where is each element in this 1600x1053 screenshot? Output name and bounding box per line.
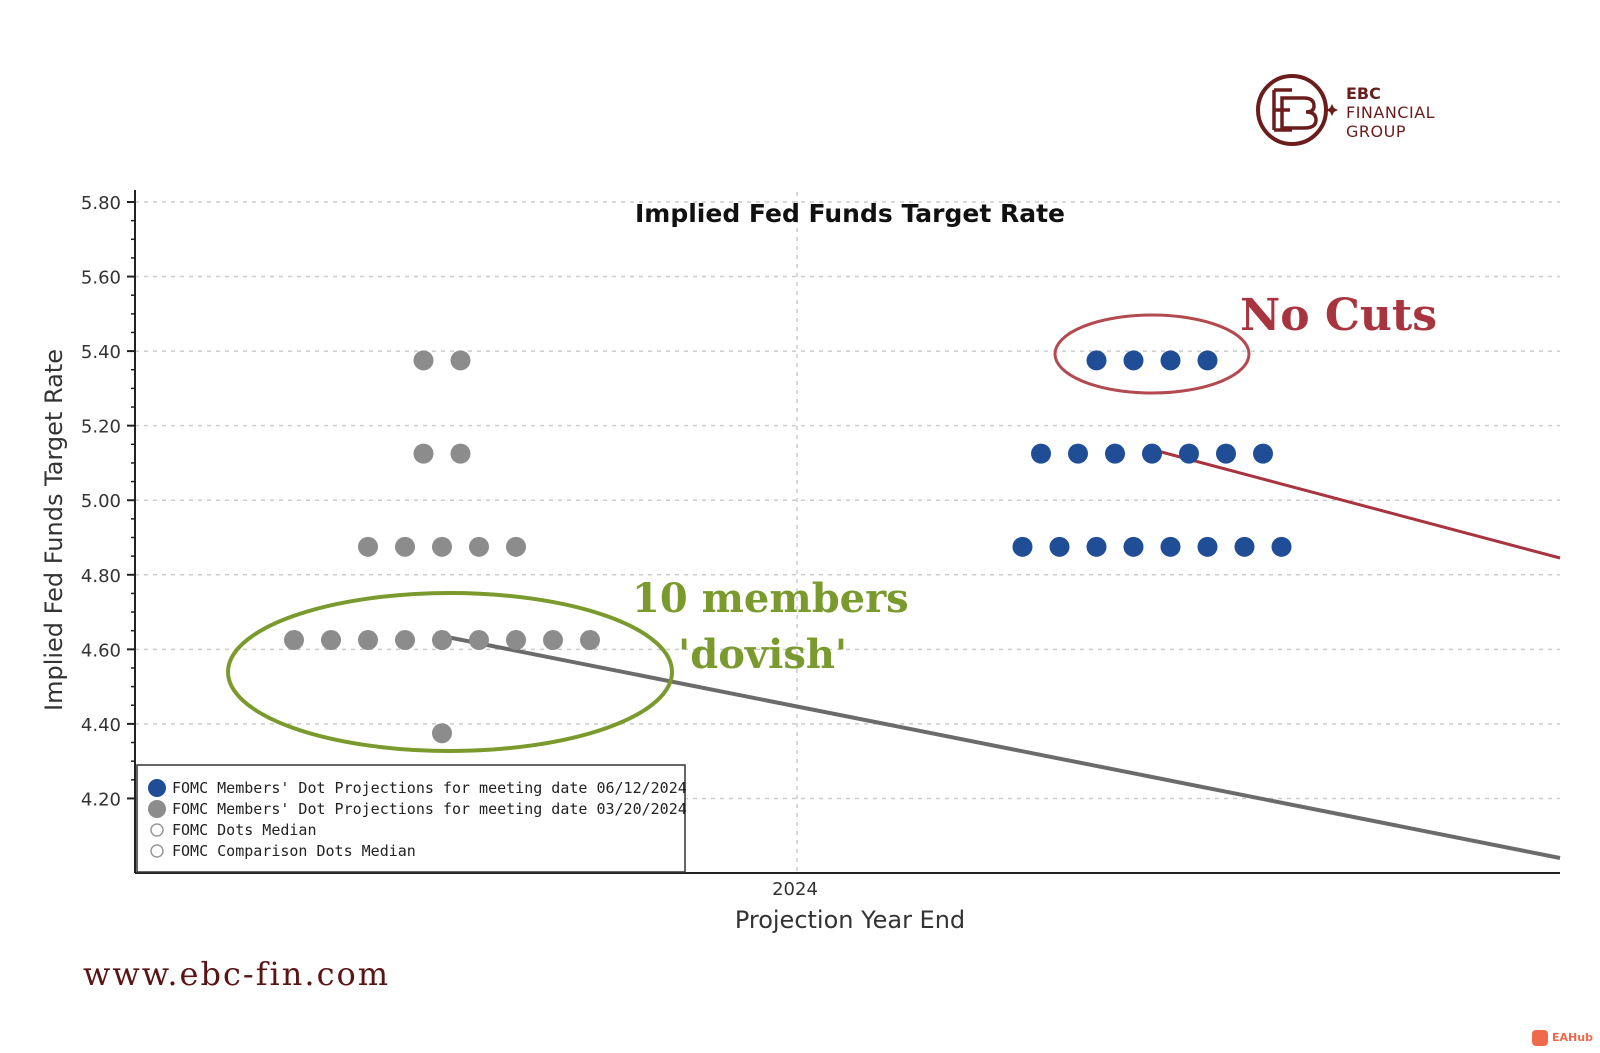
dot-june-projection	[1271, 536, 1292, 557]
y-tick-label: 5.20	[81, 417, 121, 438]
dot-march-projection	[358, 630, 378, 651]
y-axis-title: Implied Fed Funds Target Rate	[40, 349, 68, 711]
dot-june-projection	[1216, 443, 1236, 464]
y-tick-label: 5.80	[81, 193, 121, 214]
dot-march-projection	[321, 630, 341, 651]
dot-june-projection	[1179, 443, 1199, 464]
dot-march-projection	[450, 443, 471, 464]
brand-line-2: FINANCIAL	[1346, 103, 1436, 122]
dot-june-projection	[1049, 536, 1070, 557]
dot-june-projection	[1197, 536, 1218, 557]
eahub-badge-label: EAHub	[1552, 1031, 1593, 1044]
dot-march-projection	[432, 536, 452, 557]
dovish-annotation-line-1: 10 members	[632, 575, 909, 622]
no-cuts-ellipse	[1053, 313, 1251, 395]
dot-june-projection	[1123, 536, 1144, 557]
website-url: www.ebc-fin.com	[83, 955, 391, 993]
y-tick-label: 4.20	[81, 789, 121, 810]
dot-march-projection	[506, 536, 526, 557]
dot-june-projection	[1012, 536, 1033, 557]
legend-box	[136, 764, 686, 873]
brand-line-3: GROUP	[1346, 122, 1406, 141]
legend-label: FOMC Members' Dot Projections for meetin…	[172, 800, 687, 818]
dot-march-projection	[395, 536, 415, 557]
eahub-badge: EAHub	[1532, 1030, 1593, 1046]
ebc-logo-icon	[1256, 74, 1338, 146]
dot-march-projection	[413, 350, 434, 371]
dot-march-projection	[469, 630, 489, 651]
axes	[134, 190, 1560, 874]
legend-marker	[148, 779, 166, 797]
chart-title: Implied Fed Funds Target Rate	[635, 199, 1065, 228]
legend-label: FOMC Members' Dot Projections for meetin…	[172, 779, 687, 797]
x-tick-label: 2024	[772, 879, 818, 900]
dovish-annotation-line-2: 'dovish'	[678, 631, 847, 678]
dot-june-projection	[1253, 443, 1273, 464]
dot-june-projection	[1068, 443, 1088, 464]
dot-june-projection	[1031, 443, 1051, 464]
legend-marker	[150, 844, 164, 858]
legend-marker	[150, 823, 164, 837]
dot-june-projection	[1086, 350, 1107, 371]
dot-june-projection	[1234, 536, 1255, 557]
dot-march-projection	[432, 723, 452, 744]
y-ticks: 4.20 4.40 4.60 4.80 5.00 5.20 5.40 5.60 5.80	[81, 193, 135, 810]
y-tick-label: 5.60	[81, 268, 121, 289]
legend-marker	[148, 800, 166, 818]
y-tick-label: 4.80	[81, 566, 121, 587]
eahub-logo-icon	[1532, 1030, 1548, 1046]
dots	[284, 350, 1292, 744]
red-trend-line	[1149, 447, 1561, 560]
dot-march-projection	[543, 630, 563, 651]
gray-trend-line	[441, 634, 1561, 860]
dot-march-projection	[506, 630, 526, 651]
y-tick-label: 4.40	[81, 715, 121, 736]
dovish-ellipse	[226, 591, 674, 753]
dot-march-projection	[580, 630, 600, 651]
dot-june-projection	[1105, 443, 1125, 464]
brand-line-1: EBC	[1346, 84, 1381, 103]
dot-march-projection	[432, 630, 452, 651]
dot-june-projection	[1142, 443, 1162, 464]
y-tick-label: 5.00	[81, 491, 121, 512]
x-axis-title: Projection Year End	[735, 906, 965, 934]
dot-june-projection	[1160, 350, 1181, 371]
dot-march-projection	[469, 536, 489, 557]
dot-june-projection	[1123, 350, 1144, 371]
dot-june-projection	[1197, 350, 1218, 371]
dot-june-projection	[1160, 536, 1181, 557]
legend: FOMC Members' Dot Projections for meetin…	[136, 764, 687, 873]
brand-name: EBC FINANCIAL GROUP	[1346, 84, 1435, 141]
dot-march-projection	[395, 630, 415, 651]
y-tick-label: 5.40	[81, 342, 121, 363]
y-tick-label: 4.60	[81, 640, 121, 661]
no-cuts-annotation: No Cuts	[1240, 290, 1437, 341]
dot-march-projection	[284, 630, 304, 651]
legend-label: FOMC Dots Median	[172, 821, 317, 839]
dot-march-projection	[358, 536, 378, 557]
dot-march-projection	[450, 350, 471, 371]
dot-march-projection	[413, 443, 434, 464]
legend-label: FOMC Comparison Dots Median	[172, 842, 416, 860]
dot-june-projection	[1086, 536, 1107, 557]
